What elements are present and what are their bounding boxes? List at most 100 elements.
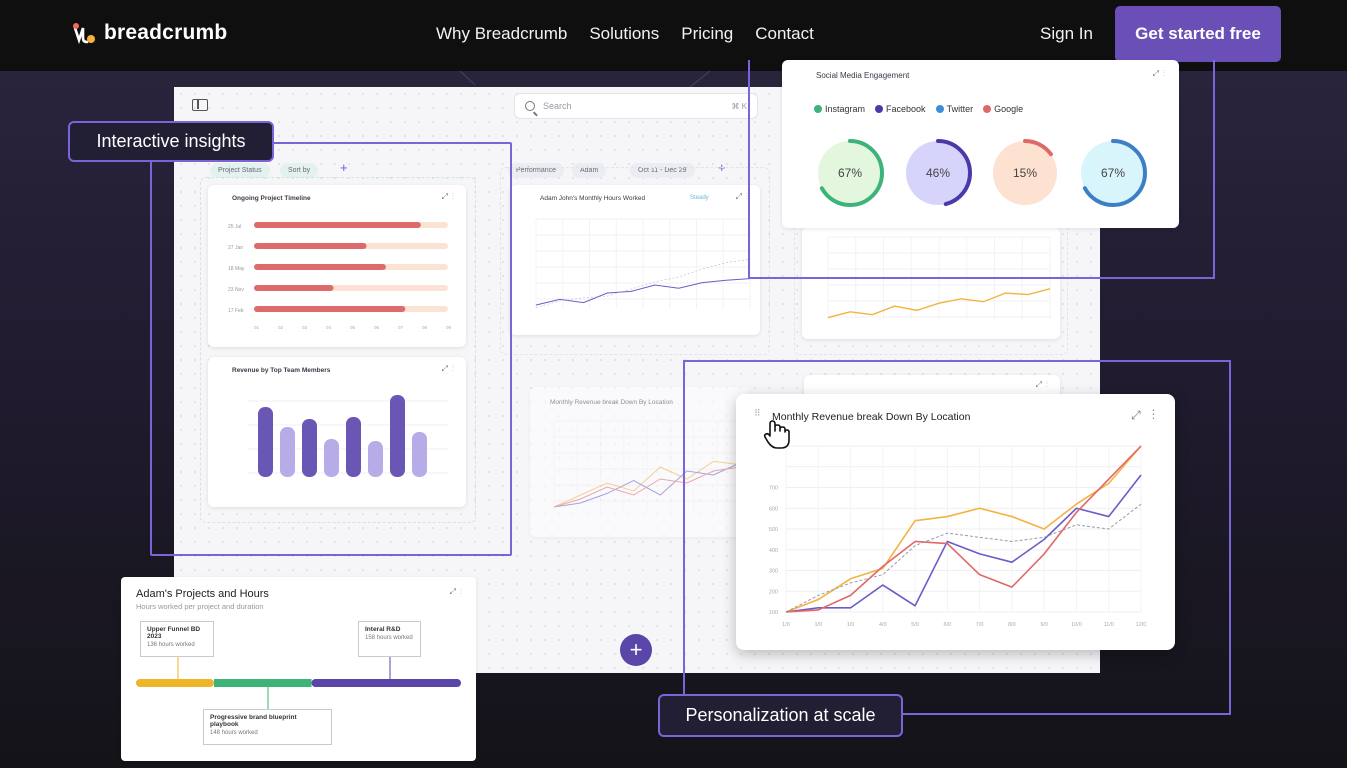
faded-revenue-card: Monthly Revenue break Down By Location: [530, 387, 750, 537]
timeline-tick: 02: [278, 325, 284, 330]
donut-arc: [1079, 139, 1147, 207]
card-menu-icon[interactable]: ⤢⋮: [441, 364, 458, 373]
revenue-card-title: Monthly Revenue break Down By Location: [772, 411, 971, 423]
timeline-bar: [254, 243, 367, 249]
filter-project-status[interactable]: Project Status: [210, 163, 270, 178]
timeline-tick: 07: [398, 325, 404, 330]
card-menu-icon[interactable]: ⤢⋮: [1035, 380, 1052, 389]
card-menu-icon[interactable]: ⤢⋮: [735, 192, 752, 201]
nav-solutions[interactable]: Solutions: [589, 24, 660, 43]
search-icon: [525, 101, 535, 111]
bar: [280, 427, 295, 477]
x-tick-label: 1/0: [814, 622, 822, 628]
sidebar-toggle-icon[interactable]: [192, 99, 208, 111]
project-hours: 148 hours worked: [210, 730, 258, 736]
nav-contact[interactable]: Contact: [755, 24, 814, 43]
legend-dot: [814, 105, 822, 113]
add-filter-icon[interactable]: +: [340, 160, 348, 175]
search-shortcut: ⌘ K: [731, 101, 747, 111]
nav-links: Why Breadcrumb Solutions Pricing Contact: [436, 24, 814, 44]
left-group: [200, 177, 476, 523]
filter-date-range[interactable]: Oct 11 - Dec 29: [630, 163, 695, 178]
timeline-card-title: Ongoing Project Timeline: [232, 195, 311, 202]
bar: [412, 432, 427, 477]
project-name: Interal R&D: [365, 626, 401, 633]
timeline-segment: [214, 679, 312, 687]
search-placeholder: Search: [543, 101, 572, 111]
project-upper-funnel[interactable]: Upper Funnel BD 2023 136 hours worked: [140, 621, 214, 657]
yellow-line-card: [802, 227, 1060, 339]
series-line: [553, 466, 741, 508]
donut-fill: [818, 141, 882, 205]
project-hours: 136 hours worked: [147, 642, 195, 648]
series-line: [553, 462, 741, 508]
donut-svg: [904, 139, 972, 207]
card-menu-icon[interactable]: ⤢ ⋮: [1131, 408, 1159, 422]
breadcrumb-logo-icon: [73, 23, 95, 45]
card-menu-icon[interactable]: ⤢⋮: [441, 192, 458, 201]
timeline-bar: [254, 306, 406, 312]
social-frame: [748, 60, 1215, 279]
filter-performance[interactable]: Performance: [508, 163, 565, 178]
drag-handle-icon[interactable]: ⠿: [754, 408, 761, 418]
add-widget-button[interactable]: +: [620, 634, 652, 666]
get-started-button[interactable]: Get started free: [1115, 6, 1281, 62]
donut-chart: 67%: [1077, 137, 1149, 209]
series-line: [535, 278, 751, 306]
series-line: [785, 474, 1142, 613]
brand-logo[interactable]: breadcrumb: [72, 20, 227, 46]
x-tick-label: 6/0: [944, 622, 952, 628]
sign-in-link[interactable]: Sign In: [1040, 24, 1093, 43]
x-tick-label: 1/0: [847, 622, 855, 628]
timeline-bar: [254, 285, 334, 291]
timeline-tick: 01: [254, 325, 260, 330]
timeline-tick: 09: [446, 325, 452, 330]
decorative-lines: [459, 71, 711, 88]
legend-facebook: Facebook: [875, 104, 926, 114]
timeline-segment: [136, 679, 214, 687]
y-tick-label: 600: [769, 506, 778, 512]
card-menu-icon[interactable]: ⤢⋮: [449, 587, 466, 596]
x-tick-label: 9/0: [1040, 622, 1048, 628]
timeline-row-label: 17 Feb: [228, 308, 244, 314]
top-nav: breadcrumb Why Breadcrumb Solutions Pric…: [0, 0, 1347, 71]
donut-fill: [906, 141, 970, 205]
bar-card: Revenue by Top Team Members ⤢⋮: [208, 357, 466, 507]
bar: [368, 441, 383, 477]
timeline-tick: 04: [326, 325, 332, 330]
y-tick-label: 100: [769, 610, 778, 616]
project-name: Progressive brand blueprint playbook: [210, 714, 297, 728]
donut-arc: [904, 139, 972, 207]
donut-svg: [991, 139, 1059, 207]
series-line: [785, 445, 1142, 613]
hand-cursor-icon: [763, 420, 790, 449]
donut-chart: 15%: [989, 137, 1061, 209]
nav-pricing[interactable]: Pricing: [681, 24, 734, 43]
bar: [390, 395, 405, 477]
insights-frame: [150, 142, 512, 556]
hours-status: Steady: [690, 195, 709, 201]
filter-adam[interactable]: Adam: [572, 163, 607, 178]
social-engagement-card: Social Media Engagement ⤢⋮ Instagram Fac…: [782, 60, 1179, 228]
project-brand-blueprint[interactable]: Progressive brand blueprint playbook 148…: [203, 709, 332, 745]
projects-subtitle: Hours worked per project and duration: [136, 602, 264, 611]
nav-why-breadcrumb[interactable]: Why Breadcrumb: [436, 24, 568, 43]
donut-label: 15%: [1012, 166, 1038, 180]
projects-card: Adam's Projects and Hours Hours worked p…: [121, 577, 476, 761]
project-interal-rnd[interactable]: Interal R&D 158 hours worked: [358, 621, 421, 657]
donut-fill: [1081, 141, 1145, 205]
y-tick-label: 500: [769, 527, 778, 533]
legend-label: Instagram: [825, 104, 866, 114]
donut-chart: 67%: [814, 137, 886, 209]
timeline-tick: 08: [422, 325, 428, 330]
timeline-tick: 03: [302, 325, 308, 330]
donut-label: 46%: [925, 166, 951, 180]
legend-dot: [983, 105, 992, 113]
search-input[interactable]: Search ⌘ K: [514, 93, 758, 119]
x-tick-label: 1/0: [782, 622, 790, 628]
card-menu-icon[interactable]: ⤢⋮: [1152, 69, 1169, 78]
donut-arc: [991, 139, 1059, 207]
filter-sort-by[interactable]: Sort by: [280, 163, 319, 178]
revenue-breakdown-card: Monthly Revenue break Down By Location ⠿…: [736, 394, 1175, 650]
timeline-bar: [254, 264, 386, 270]
